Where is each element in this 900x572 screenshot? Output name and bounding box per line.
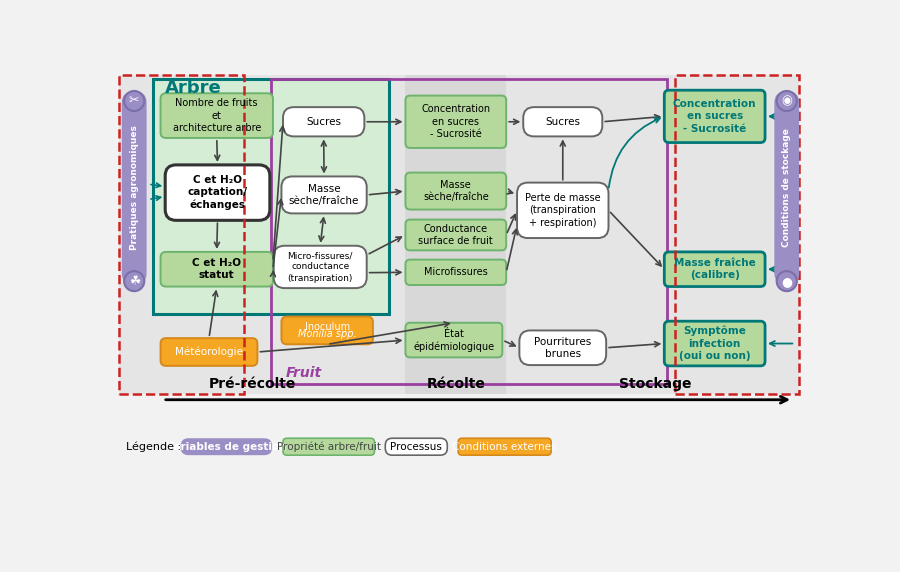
Text: Inoculum: Inoculum: [304, 321, 350, 332]
Circle shape: [777, 91, 797, 111]
Text: Concentration
en sucres
- Sucrosité: Concentration en sucres - Sucrosité: [673, 99, 756, 134]
Text: Sucres: Sucres: [306, 117, 341, 127]
Text: Fruit: Fruit: [285, 367, 321, 380]
Text: ●: ●: [781, 275, 792, 288]
FancyBboxPatch shape: [283, 107, 365, 136]
Bar: [405, 75, 506, 394]
FancyBboxPatch shape: [405, 96, 506, 148]
Text: ☘: ☘: [129, 275, 140, 288]
Text: Microfissures: Microfissures: [424, 267, 488, 277]
FancyBboxPatch shape: [283, 438, 374, 455]
Text: ◉: ◉: [781, 94, 792, 108]
Text: Conductance
surface de fruit: Conductance surface de fruit: [418, 224, 493, 246]
Text: Arbre: Arbre: [165, 80, 221, 97]
Text: Stockage: Stockage: [619, 378, 691, 391]
FancyBboxPatch shape: [385, 438, 447, 455]
Text: Masse
sèche/fraîche: Masse sèche/fraîche: [289, 184, 359, 206]
FancyBboxPatch shape: [282, 316, 373, 344]
Text: Micro-fissures/
conductance
(transpiration): Micro-fissures/ conductance (transpirati…: [287, 251, 353, 283]
Circle shape: [124, 271, 144, 291]
FancyBboxPatch shape: [160, 252, 273, 287]
FancyBboxPatch shape: [517, 182, 608, 238]
Text: C et H₂O
statut: C et H₂O statut: [193, 258, 241, 280]
Text: Perte de masse
(transpiration
+ respiration): Perte de masse (transpiration + respirat…: [525, 193, 600, 228]
Text: Concentration
en sucres
- Sucrosité: Concentration en sucres - Sucrosité: [421, 104, 491, 139]
Text: État
épidémiologique: État épidémiologique: [413, 328, 494, 352]
Text: C et H₂O
captation/
échanges: C et H₂O captation/ échanges: [187, 175, 248, 210]
Circle shape: [777, 271, 797, 291]
Text: Conditions de stockage: Conditions de stockage: [782, 129, 791, 248]
FancyBboxPatch shape: [274, 246, 366, 288]
FancyBboxPatch shape: [160, 93, 273, 138]
Text: Pourritures
brunes: Pourritures brunes: [535, 336, 591, 359]
FancyBboxPatch shape: [664, 90, 765, 142]
FancyBboxPatch shape: [122, 92, 147, 284]
Text: Légende :: Légende :: [126, 442, 182, 452]
FancyBboxPatch shape: [458, 438, 551, 455]
Text: Pratiques agronomiques: Pratiques agronomiques: [130, 125, 139, 251]
FancyBboxPatch shape: [166, 165, 270, 220]
Circle shape: [124, 91, 144, 111]
FancyBboxPatch shape: [282, 176, 366, 213]
FancyBboxPatch shape: [160, 338, 257, 366]
FancyBboxPatch shape: [405, 220, 506, 251]
FancyBboxPatch shape: [664, 321, 765, 366]
FancyBboxPatch shape: [664, 252, 765, 287]
Bar: [119, 75, 799, 394]
Text: Pré-récolte: Pré-récolte: [208, 378, 296, 391]
Bar: [119, 75, 244, 394]
Text: Sucres: Sucres: [545, 117, 580, 127]
Text: Variables de gestion: Variables de gestion: [166, 442, 287, 452]
FancyBboxPatch shape: [181, 438, 272, 455]
FancyBboxPatch shape: [405, 173, 506, 209]
Text: Météorologie: Météorologie: [175, 347, 243, 358]
FancyBboxPatch shape: [405, 260, 506, 285]
Text: Conditions externes: Conditions externes: [453, 442, 557, 452]
Text: ✂: ✂: [129, 94, 140, 108]
Text: Masse fraîche
(calibre): Masse fraîche (calibre): [674, 258, 756, 280]
Text: Monilia spp.: Monilia spp.: [298, 329, 356, 339]
Text: Propriété arbre/fruit: Propriété arbre/fruit: [276, 442, 381, 452]
Bar: [153, 80, 389, 314]
Bar: [675, 75, 799, 394]
Text: Nombre de fruits
et
architecture arbre: Nombre de fruits et architecture arbre: [173, 98, 261, 133]
FancyBboxPatch shape: [519, 331, 607, 365]
FancyBboxPatch shape: [774, 92, 799, 284]
Text: Récolte: Récolte: [427, 378, 485, 391]
Bar: [272, 80, 667, 384]
Text: Masse
sèche/fraîche: Masse sèche/fraîche: [423, 180, 489, 202]
FancyBboxPatch shape: [523, 107, 602, 136]
Text: Processus: Processus: [391, 442, 442, 452]
FancyBboxPatch shape: [405, 323, 502, 358]
Text: Symptôme
infection
(oui ou non): Symptôme infection (oui ou non): [679, 326, 751, 361]
